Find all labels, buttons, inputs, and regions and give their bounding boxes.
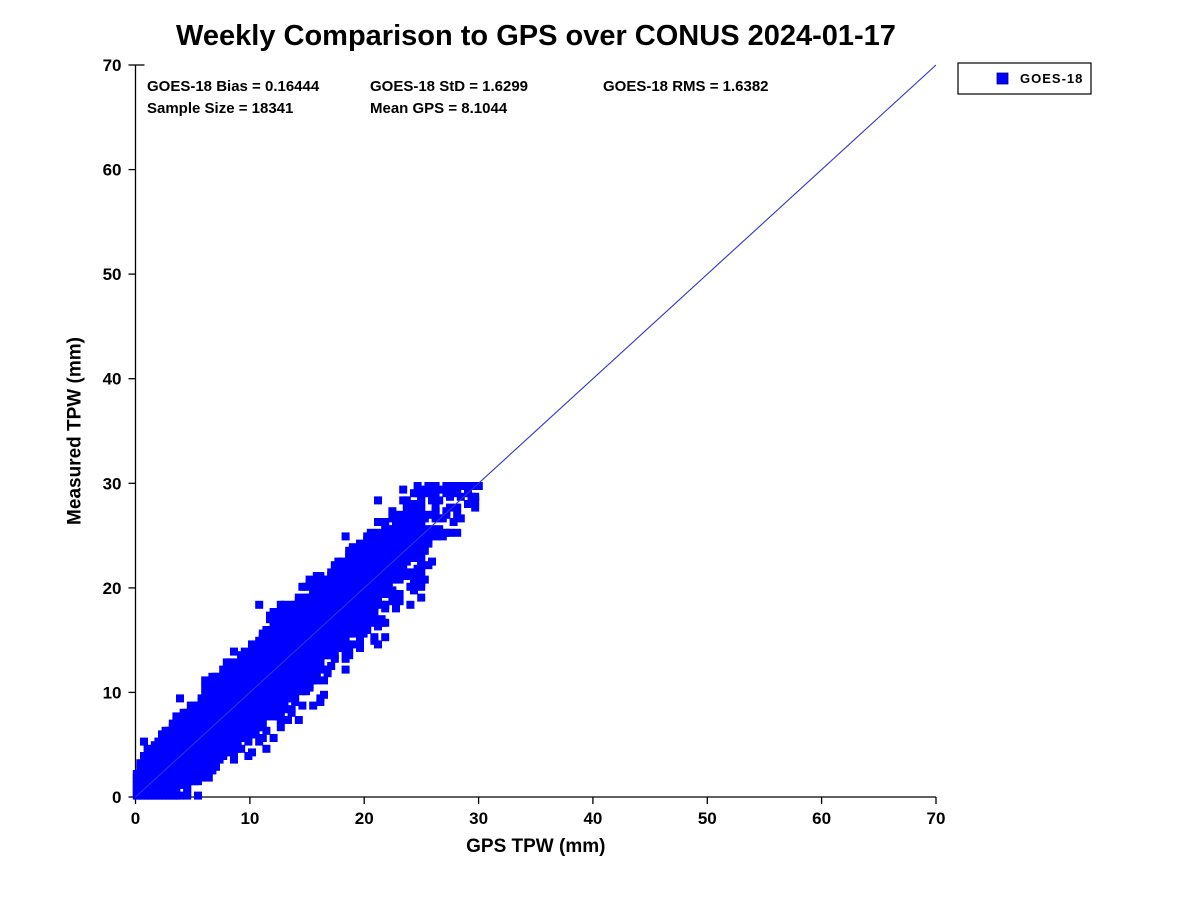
svg-text:10: 10 <box>103 683 122 702</box>
svg-text:GOES-18: GOES-18 <box>1020 71 1083 86</box>
svg-text:GPS TPW (mm): GPS TPW (mm) <box>466 836 605 857</box>
svg-text:60: 60 <box>812 809 831 828</box>
svg-text:0: 0 <box>131 809 140 828</box>
svg-text:10: 10 <box>240 809 259 828</box>
svg-text:GOES-18 Bias = 0.16444: GOES-18 Bias = 0.16444 <box>147 78 320 95</box>
svg-text:Sample Size = 18341: Sample Size = 18341 <box>147 100 293 117</box>
svg-text:Mean GPS = 8.1044: Mean GPS = 8.1044 <box>370 100 508 117</box>
svg-text:60: 60 <box>103 161 122 180</box>
svg-text:Measured TPW (mm): Measured TPW (mm) <box>65 337 86 525</box>
svg-text:50: 50 <box>103 265 122 284</box>
svg-text:70: 70 <box>927 809 946 828</box>
svg-text:40: 40 <box>583 809 602 828</box>
svg-text:30: 30 <box>469 809 488 828</box>
svg-text:30: 30 <box>103 474 122 493</box>
svg-text:GOES-18 RMS = 1.6382: GOES-18 RMS = 1.6382 <box>603 78 769 95</box>
svg-text:0: 0 <box>112 788 121 807</box>
svg-text:20: 20 <box>355 809 374 828</box>
svg-text:50: 50 <box>698 809 717 828</box>
svg-text:40: 40 <box>103 370 122 389</box>
svg-text:GOES-18 StD = 1.6299: GOES-18 StD = 1.6299 <box>370 78 528 95</box>
svg-text:Weekly Comparison to GPS over: Weekly Comparison to GPS over CONUS 2024… <box>176 20 896 52</box>
svg-text:20: 20 <box>103 579 122 598</box>
svg-text:70: 70 <box>103 56 122 75</box>
